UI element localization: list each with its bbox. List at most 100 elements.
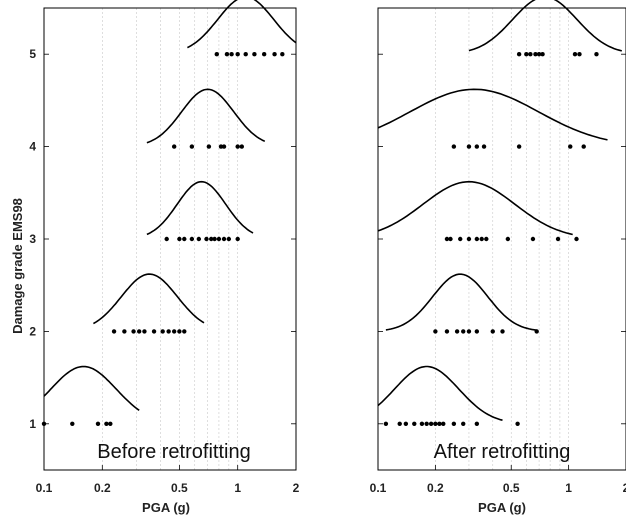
data-point [235,236,240,242]
fit-curve-grade-5 [468,0,623,52]
data-point [214,52,219,57]
data-point [437,421,442,426]
data-point [474,144,480,149]
x-tick-label: 0.5 [171,481,188,495]
data-point [70,421,75,426]
x-tick-label: 0.1 [36,481,53,495]
x-tick-label: 0.2 [427,481,444,495]
data-point [182,329,187,334]
data-point [577,52,582,57]
panel-title: After retrofitting [434,441,571,463]
data-point [461,421,466,426]
data-point [212,236,217,242]
data-point [221,144,227,149]
data-point [461,329,466,334]
data-point [272,52,277,57]
data-point [177,236,182,242]
data-point [122,329,127,334]
fit-curve-grade-1 [43,365,140,411]
data-point [466,236,472,242]
data-point [164,236,169,242]
data-point [142,329,147,334]
fit-curve-grade-3 [377,180,573,236]
data-point [555,236,561,242]
data-point [252,52,257,57]
data-point [474,421,480,426]
data-point [530,236,536,242]
data-point [403,421,409,426]
data-point [481,144,487,149]
data-point [515,421,520,426]
data-point [419,421,425,426]
y-tick-label: 4 [29,140,36,154]
plot-frame [43,7,297,471]
data-point [397,421,402,426]
data-point [224,52,230,57]
x-axis-label: PGA (g) [478,500,526,515]
x-tick-label: 2 [293,481,300,495]
fit-curve-grade-1 [377,365,503,421]
data-point [533,52,538,57]
data-point [428,421,434,426]
data-point [209,236,214,242]
data-point [479,236,484,242]
data-point [196,236,202,242]
x-tick-label: 0.2 [94,481,111,495]
data-point [412,421,417,426]
data-point [218,144,224,149]
fit-curve-grade-2 [385,273,537,331]
data-point [235,52,240,57]
data-point [433,329,438,334]
data-point [594,52,599,57]
data-point [466,329,472,334]
data-point [451,421,457,426]
data-point [534,329,539,334]
data-point [441,421,446,426]
panel-title: Before retrofitting [97,441,250,463]
x-tick-label: 2 [623,481,626,495]
data-point [458,236,463,242]
data-point [136,329,142,334]
x-tick-label: 1 [234,481,241,495]
x-axis-label: PGA (g) [142,500,190,515]
panel-after-retrofitting: 0.1 0.2 0.5 1 2 After retrofitting PGA (g) [370,0,626,515]
data-point [216,236,222,242]
fit-curve-grade-5 [187,0,297,49]
data-point [204,236,209,242]
data-point [540,52,545,57]
data-point [189,144,195,149]
data-point [516,144,522,149]
data-point [474,329,480,334]
data-point [239,144,244,149]
x-tick-label: 1 [565,481,572,495]
data-point [166,329,171,334]
data-point [41,421,47,426]
data-point [171,144,177,149]
data-point [454,329,460,334]
data-point [524,52,529,57]
x-tick-label: 0.1 [370,481,387,495]
data-point [490,329,495,334]
data-point [151,329,157,334]
data-point [424,421,429,426]
data-point [261,52,267,57]
plot-frame [377,7,626,471]
y-tick-label: 2 [29,324,36,338]
data-point [444,329,450,334]
data-point [171,329,177,334]
data-point [229,52,234,57]
data-point [383,421,389,426]
x-tick-label: 0.5 [503,481,520,495]
data-point [568,144,573,149]
data-point [226,236,232,242]
data-point [466,144,472,149]
data-point [104,421,109,426]
data-point [574,236,579,242]
y-axis-label: Damage grade EMS98 [10,198,25,334]
data-point [474,236,480,242]
data-point [581,144,586,149]
data-point [444,236,450,242]
data-point [189,236,195,242]
fit-curve-grade-2 [92,273,205,325]
